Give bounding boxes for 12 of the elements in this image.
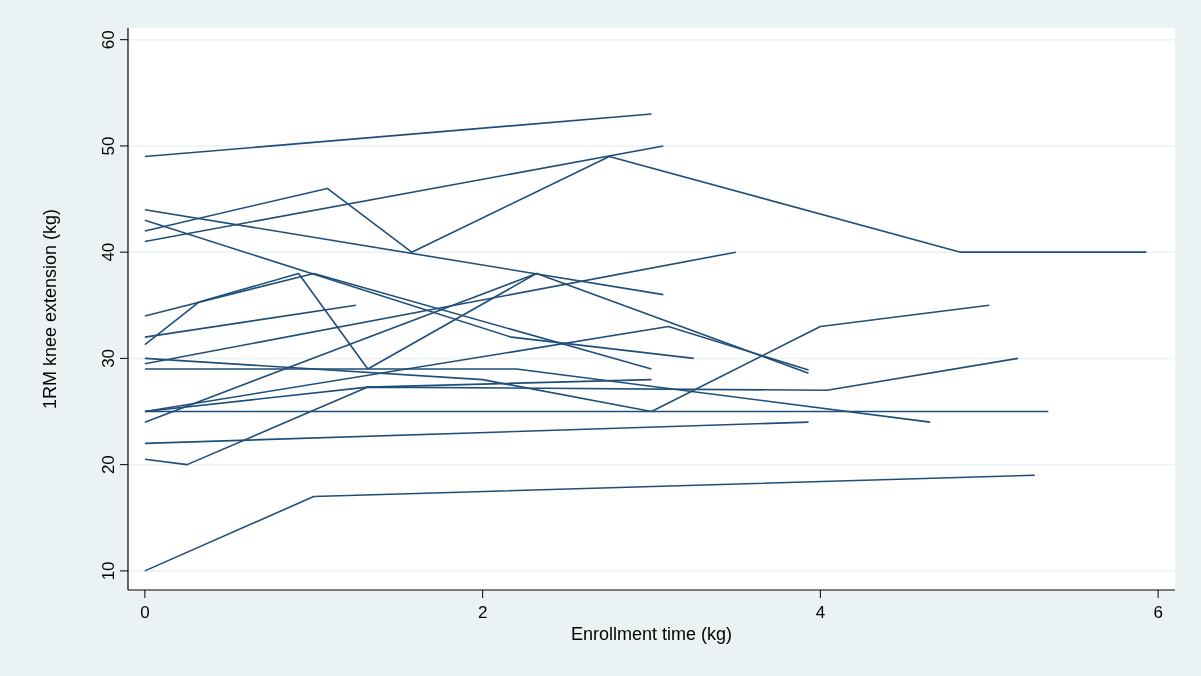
y-tick-label: 40 — [99, 242, 118, 262]
x-tick-label: 0 — [140, 603, 150, 622]
y-tick-label: 10 — [99, 561, 118, 581]
x-axis-title: Enrollment time (kg) — [570, 624, 733, 644]
x-tick-label: 2 — [477, 603, 488, 622]
y-tick-label: 60 — [99, 30, 118, 50]
y-tick-label: 20 — [99, 455, 118, 475]
y-axis-title: 1RM knee extension (kg) — [40, 208, 60, 410]
y-tick-label: 50 — [99, 136, 118, 156]
x-tick-label: 6 — [1153, 603, 1163, 622]
y-tick-label: 30 — [99, 348, 118, 368]
x-tick-label: 4 — [815, 603, 826, 622]
